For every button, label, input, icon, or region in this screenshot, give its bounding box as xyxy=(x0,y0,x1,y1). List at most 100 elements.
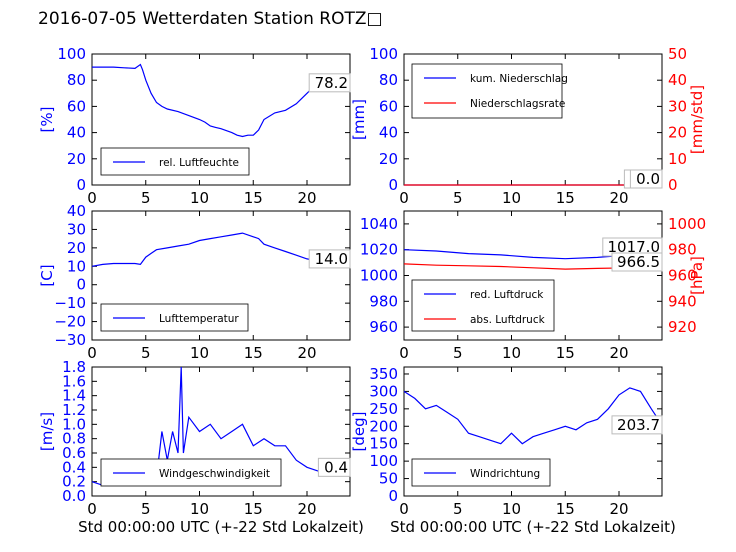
x-tick-label: 10 xyxy=(502,500,521,518)
x-tick-label: 5 xyxy=(141,500,151,518)
series-line xyxy=(91,232,351,267)
end-value-box xyxy=(611,252,663,272)
legend-label: abs. Luftdruck xyxy=(470,314,546,326)
legend-label: kum. Niederschlag xyxy=(470,73,568,85)
x-tick-label: 10 xyxy=(190,189,209,207)
y-axis-label: [mm] xyxy=(350,99,368,140)
y-tick-label: 20 xyxy=(67,150,86,168)
series-line xyxy=(403,387,663,445)
y-tick-label: 200 xyxy=(369,417,398,435)
y-tick-label: 40 xyxy=(67,124,86,142)
end-value-label: 14.0 xyxy=(315,250,348,268)
x-tick-label: 20 xyxy=(609,344,628,362)
y-right-tick-label: 10 xyxy=(668,150,687,168)
x-tick-label: 15 xyxy=(244,500,263,518)
y-tick-label: 40 xyxy=(67,202,86,220)
y-tick-label: 60 xyxy=(67,97,86,115)
legend-label: Windgeschwindigkeit xyxy=(159,468,270,480)
legend-box xyxy=(411,63,563,119)
x-tick-label: 0 xyxy=(87,344,97,362)
y-tick-label: 0.6 xyxy=(62,444,86,462)
x-axis-label: Std 00:00:00 UTC (+-22 Std Lokalzeit) xyxy=(78,518,364,536)
x-tick-label: 0 xyxy=(87,189,97,207)
y-tick-label: 0 xyxy=(76,176,86,194)
x-tick-label: 15 xyxy=(556,344,575,362)
legend-label: red. Luftdruck xyxy=(470,289,544,301)
plot-frame xyxy=(91,366,351,497)
y-tick-label: 60 xyxy=(379,97,398,115)
y-axis-label-right: [mm/std] xyxy=(688,85,706,154)
y-axis-label: [deg] xyxy=(350,412,368,452)
y-tick-label: 0.0 xyxy=(62,487,86,505)
end-value-box xyxy=(629,169,663,189)
x-tick-label: 0 xyxy=(399,500,409,518)
y-tick-label: 40 xyxy=(379,124,398,142)
y-axis-label: [m/s] xyxy=(38,412,56,451)
y-tick-label: 80 xyxy=(379,71,398,89)
x-tick-label: 5 xyxy=(141,189,151,207)
x-tick-label: 5 xyxy=(453,189,463,207)
y-tick-label: 1.4 xyxy=(62,387,86,405)
y-right-tick-label: 20 xyxy=(668,124,687,142)
y-tick-label: 1.8 xyxy=(62,358,86,376)
y-tick-label: −30 xyxy=(54,331,86,349)
y-right-tick-label: 1000 xyxy=(668,215,706,233)
x-tick-label: 15 xyxy=(556,189,575,207)
y-right-tick-label: 30 xyxy=(668,97,687,115)
y-tick-label: 1.0 xyxy=(62,415,86,433)
x-tick-label: 5 xyxy=(141,344,151,362)
y-tick-label: 0 xyxy=(388,487,398,505)
legend-box xyxy=(411,279,555,332)
legend-label: Windrichtung xyxy=(470,468,540,480)
page-title: 2016-07-05 Wetterdaten Station ROTZ□ xyxy=(38,9,383,29)
y-tick-label: 1020 xyxy=(360,241,398,259)
x-tick-label: 0 xyxy=(399,344,409,362)
y-tick-label: 20 xyxy=(67,239,86,257)
y-tick-label: 30 xyxy=(67,220,86,238)
x-tick-label: 10 xyxy=(190,500,209,518)
legend-label: Lufttemperatur xyxy=(159,313,239,325)
x-tick-label: 5 xyxy=(453,500,463,518)
y-tick-label: 10 xyxy=(67,257,86,275)
y-axis-label: [%] xyxy=(38,107,56,133)
y-axis-label: [C] xyxy=(38,264,56,286)
series-line xyxy=(92,63,351,138)
y-tick-label: 960 xyxy=(369,318,398,336)
y-tick-label: 50 xyxy=(379,470,398,488)
end-value-label: 0.4 xyxy=(324,458,348,476)
y-tick-label: 1040 xyxy=(360,215,398,233)
x-tick-label: 20 xyxy=(297,344,316,362)
end-value-label: 966.5 xyxy=(617,253,660,271)
y-tick-label: 1.6 xyxy=(62,372,86,390)
y-tick-label: 100 xyxy=(57,45,86,63)
x-tick-label: 10 xyxy=(502,344,521,362)
y-right-tick-label: 920 xyxy=(668,318,697,336)
y-right-tick-label: 0 xyxy=(668,176,678,194)
end-value-label: 203.7 xyxy=(617,416,660,434)
y-tick-label: 250 xyxy=(369,400,398,418)
y-right-tick-label: 50 xyxy=(668,45,687,63)
x-tick-label: 20 xyxy=(297,500,316,518)
y-tick-label: 350 xyxy=(369,365,398,383)
y-tick-label: 100 xyxy=(369,452,398,470)
end-value-box xyxy=(308,249,351,269)
y-tick-label: 0.2 xyxy=(62,473,86,491)
x-tick-label: 0 xyxy=(399,189,409,207)
y-tick-label: −20 xyxy=(54,313,86,331)
legend-label: rel. Luftfeuchte xyxy=(159,157,239,169)
plot-frame xyxy=(91,53,351,186)
y-tick-label: −10 xyxy=(54,294,86,312)
end-value-label: 1017.0 xyxy=(608,238,661,256)
y-right-tick-label: 980 xyxy=(668,241,697,259)
end-value-label: 78.2 xyxy=(315,74,348,92)
y-tick-label: 20 xyxy=(379,150,398,168)
x-axis-label: Std 00:00:00 UTC (+-22 Std Lokalzeit) xyxy=(390,518,676,536)
y-tick-label: 980 xyxy=(369,292,398,310)
y-tick-label: 150 xyxy=(369,435,398,453)
x-tick-label: 10 xyxy=(502,189,521,207)
x-tick-label: 0 xyxy=(87,500,97,518)
y-tick-label: 1.2 xyxy=(62,401,86,419)
x-tick-label: 5 xyxy=(453,344,463,362)
y-right-tick-label: 40 xyxy=(668,71,687,89)
